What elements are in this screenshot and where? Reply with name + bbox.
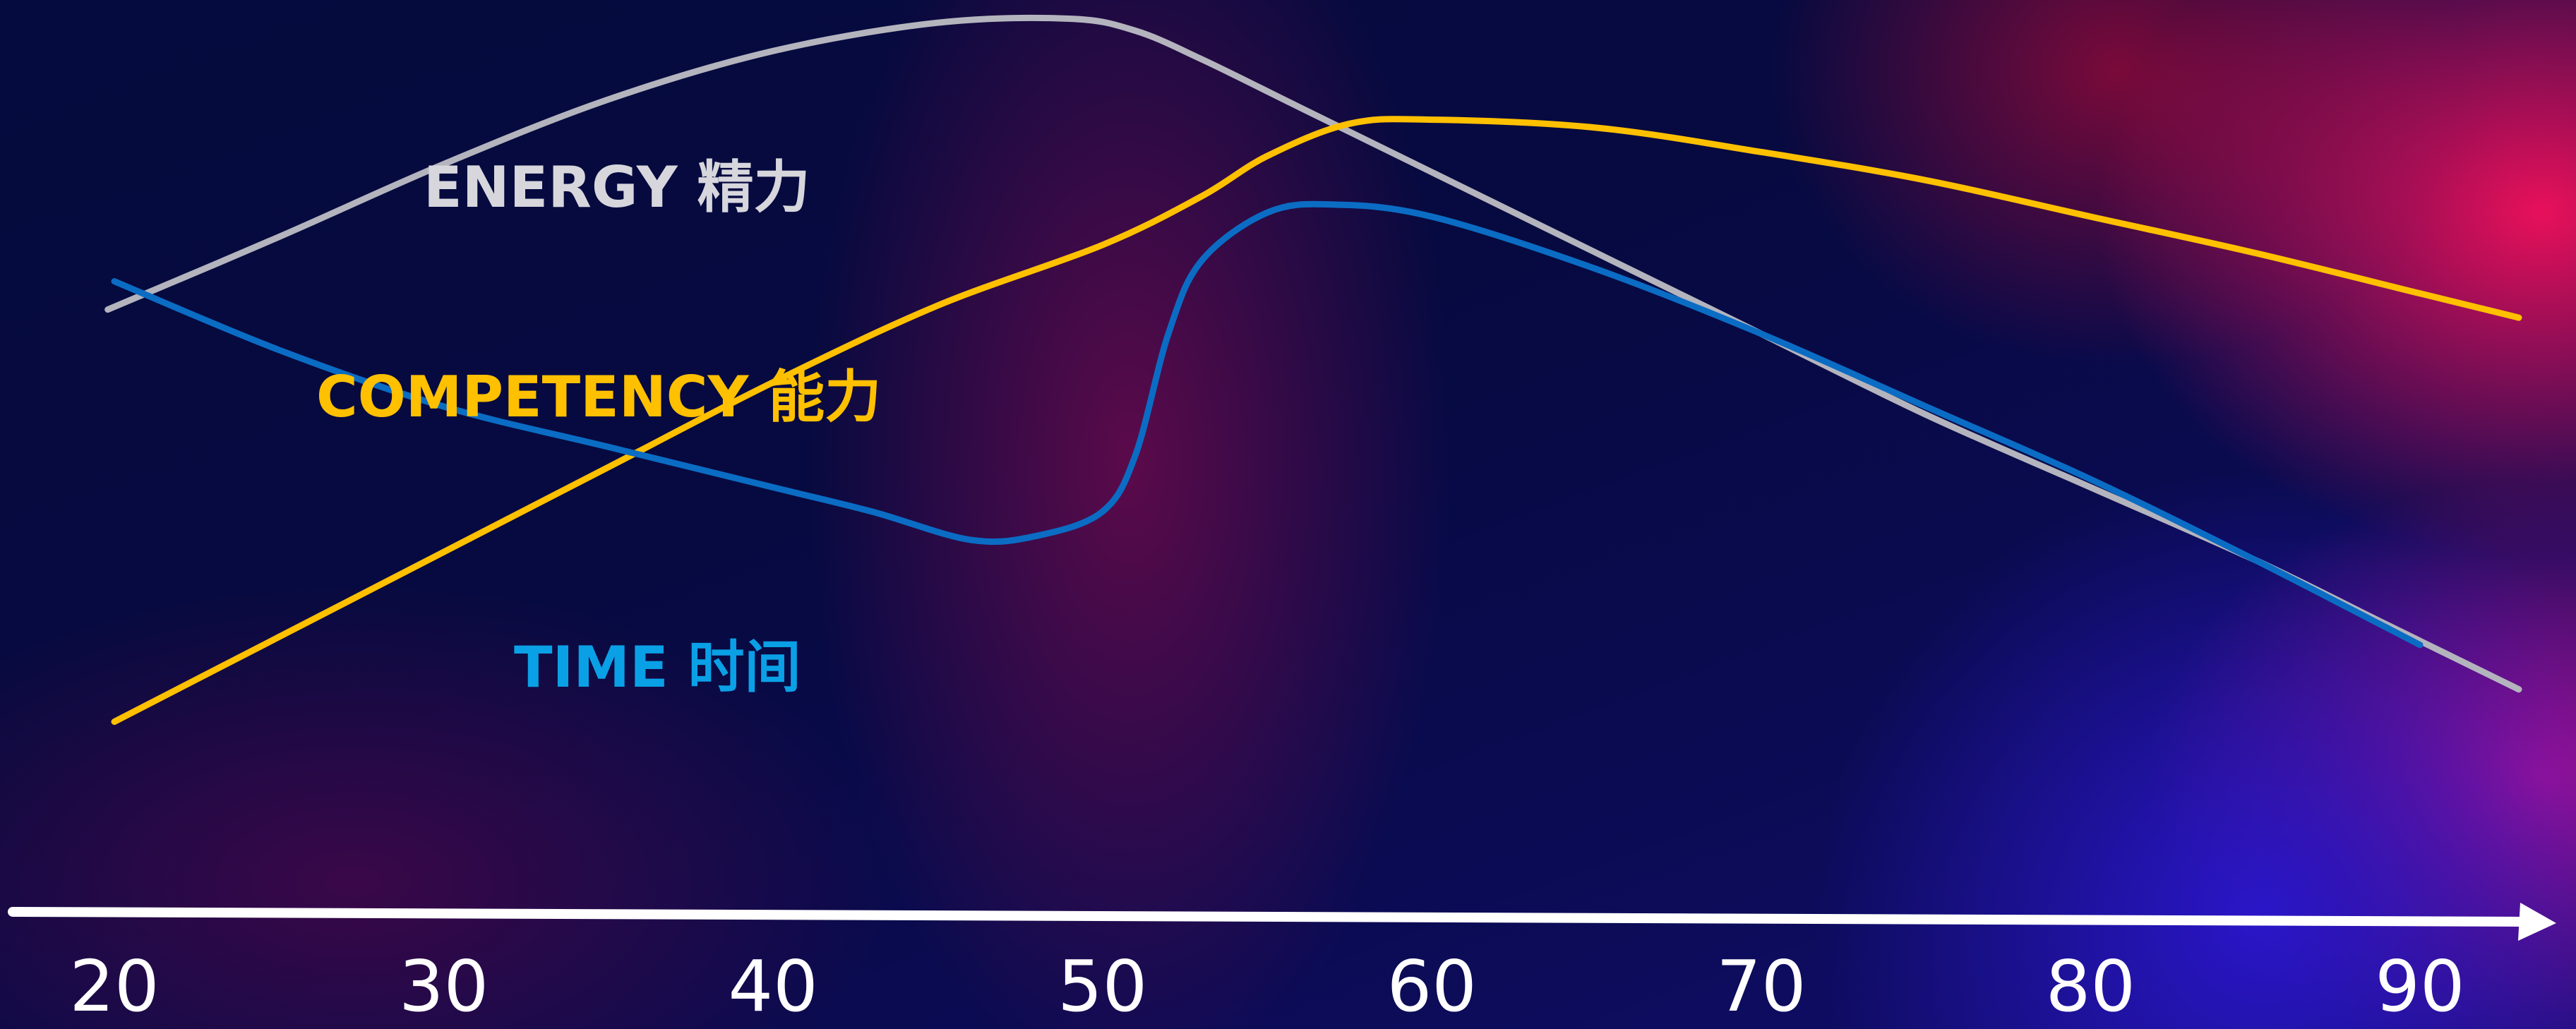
series-lines — [104, 14, 2522, 726]
x-axis-arrowhead — [2518, 903, 2556, 941]
x-tick-label-20: 20 — [69, 945, 159, 1028]
x-tick-label-30: 30 — [399, 945, 489, 1028]
x-tick-label-60: 60 — [1387, 945, 1477, 1028]
x-tick-labels: 20 30 40 50 60 70 80 90 — [69, 945, 2464, 1028]
x-tick-label-70: 70 — [1716, 945, 1806, 1028]
energy-series-label: ENERGY 精力 — [424, 155, 810, 220]
competency-series-label: COMPETENCY 能力 — [316, 364, 881, 430]
x-tick-label-50: 50 — [1058, 945, 1147, 1028]
time-line — [111, 200, 2424, 649]
x-tick-label-90: 90 — [2375, 945, 2464, 1028]
x-tick-label-40: 40 — [728, 945, 817, 1028]
x-axis — [8, 903, 2556, 941]
x-tick-label-80: 80 — [2046, 945, 2135, 1028]
x-axis-line — [8, 907, 2529, 927]
energy-line — [104, 14, 2522, 693]
competency-line — [111, 116, 2522, 726]
series-labels: ENERGY 精力 COMPETENCY 能力 TIME 时间 — [316, 155, 881, 700]
time-series-label: TIME 时间 — [514, 634, 801, 700]
